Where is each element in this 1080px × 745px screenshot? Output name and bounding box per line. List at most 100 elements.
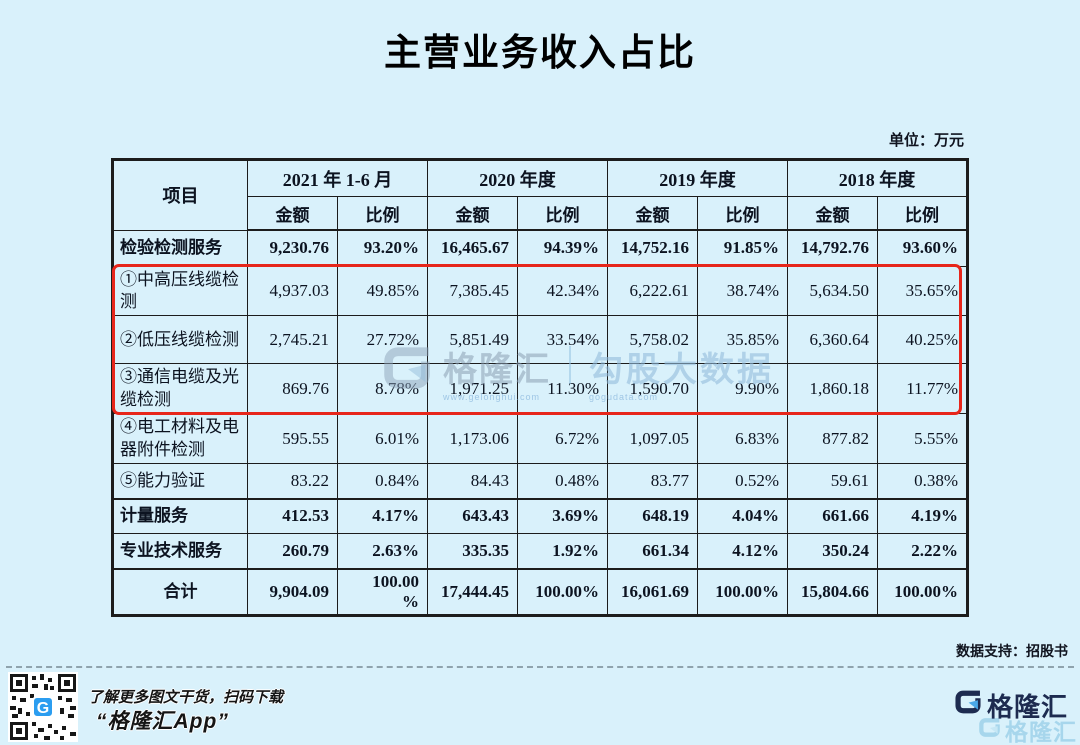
app-name-text: “格隆汇App” xyxy=(96,710,229,733)
ratio-2021h1: 93.20% xyxy=(337,229,428,267)
amount-2020: 335.35 xyxy=(427,533,518,570)
header-2018: 2018 年度 xyxy=(787,159,968,197)
subheader-amount-2019: 金额 xyxy=(607,196,698,231)
amount-2021h1: 4,937.03 xyxy=(247,265,338,317)
row-label: 检验检测服务 xyxy=(112,229,248,267)
table-header-row-subs: 金额 比例 金额 比例 金额 比例 金额 比例 xyxy=(113,196,968,231)
ratio-2020: 33.54% xyxy=(517,315,608,365)
row-label: ①中高压线缆检测 xyxy=(112,265,248,317)
amount-2021h1: 9,230.76 xyxy=(247,229,338,267)
amount-2019: 83.77 xyxy=(607,463,698,500)
amount-2018: 14,792.76 xyxy=(787,229,878,267)
subheader-amount-2018: 金额 xyxy=(787,196,878,231)
amount-2020: 16,465.67 xyxy=(427,229,518,267)
brand-logo-echo: 格隆汇 xyxy=(978,713,1077,745)
amount-2020: 7,385.45 xyxy=(427,265,518,317)
amount-2018: 15,804.66 xyxy=(787,567,878,617)
subheader-ratio-2018: 比例 xyxy=(877,196,968,231)
ratio-2021h1: 49.85% xyxy=(337,265,428,317)
header-2019: 2019 年度 xyxy=(607,159,788,197)
ratio-2018: 93.60% xyxy=(877,229,968,267)
row-inspection-testing-services: 检验检测服务 9,230.76 93.20% 16,465.67 94.39% … xyxy=(112,229,968,267)
ratio-2018: 0.38% xyxy=(877,463,968,500)
row-label: ④电工材料及电器附件检测 xyxy=(112,413,248,465)
amount-2019: 648.19 xyxy=(607,497,698,535)
amount-2019: 6,222.61 xyxy=(607,265,698,317)
subheader-ratio-2021h1: 比例 xyxy=(337,196,428,231)
ratio-2020: 3.69% xyxy=(517,497,608,535)
ratio-2021h1: 6.01% xyxy=(337,413,428,465)
revenue-share-table: 项目 2021 年 1-6 月 2020 年度 2019 年度 2018 年度 … xyxy=(111,158,969,618)
ratio-2020: 100.00% xyxy=(517,567,608,617)
row-label: ③通信电缆及光缆检测 xyxy=(112,363,248,415)
promo-text: 了解更多图文干货，扫码下载 xyxy=(88,689,284,706)
row-capability-verification: ⑤能力验证 83.22 0.84% 84.43 0.48% 83.77 0.52… xyxy=(112,463,968,500)
amount-2021h1: 260.79 xyxy=(247,533,338,570)
amount-2021h1: 2,745.21 xyxy=(247,315,338,365)
amount-2018: 5,634.50 xyxy=(787,265,878,317)
subheader-ratio-2020: 比例 xyxy=(517,196,608,231)
row-medium-high-voltage-cable-testing: ①中高压线缆检测 4,937.03 49.85% 7,385.45 42.34%… xyxy=(112,265,968,317)
row-electrical-materials-accessories-testing: ④电工材料及电器附件检测 595.55 6.01% 1,173.06 6.72%… xyxy=(112,413,968,465)
qr-code: G xyxy=(8,672,78,742)
brand-logo: 格隆汇 xyxy=(954,687,1068,724)
ratio-2021h1: 2.63% xyxy=(337,533,428,570)
amount-2018: 350.24 xyxy=(787,533,878,570)
ratio-2021h1: 0.84% xyxy=(337,463,428,500)
subheader-amount-2020: 金额 xyxy=(427,196,518,231)
amount-2021h1: 83.22 xyxy=(247,463,338,500)
ratio-2019: 100.00% xyxy=(697,567,788,617)
amount-2019: 5,758.02 xyxy=(607,315,698,365)
brand-name: 格隆汇 xyxy=(986,692,1068,722)
row-communication-optical-cable-testing: ③通信电缆及光缆检测 869.76 8.78% 1,971.25 11.30% … xyxy=(112,363,968,415)
amount-2019: 1,097.05 xyxy=(607,413,698,465)
amount-2021h1: 595.55 xyxy=(247,413,338,465)
subheader-ratio-2019: 比例 xyxy=(697,196,788,231)
amount-2021h1: 9,904.09 xyxy=(247,567,338,617)
amount-2020: 1,971.25 xyxy=(427,363,518,415)
page-title: 主营业务收入占比 xyxy=(384,32,696,73)
ratio-2021h1: 4.17% xyxy=(337,497,428,535)
footer-divider xyxy=(6,666,1074,668)
amount-2021h1: 412.53 xyxy=(247,497,338,535)
row-metrology-services: 计量服务 412.53 4.17% 643.43 3.69% 648.19 4.… xyxy=(112,497,968,535)
row-label: 合计 xyxy=(112,567,248,617)
brand-name-echo: 格隆汇 xyxy=(1005,719,1077,745)
ratio-2019: 0.52% xyxy=(697,463,788,500)
ratio-2018: 11.77% xyxy=(877,363,968,415)
row-label: 专业技术服务 xyxy=(112,533,248,570)
ratio-2019: 6.83% xyxy=(697,413,788,465)
row-total: 合计 9,904.09 100.00 % 17,444.45 100.00% 1… xyxy=(112,567,968,617)
ratio-2018: 2.22% xyxy=(877,533,968,570)
amount-2020: 84.43 xyxy=(427,463,518,500)
ratio-2020: 1.92% xyxy=(517,533,608,570)
ratio-2019: 4.04% xyxy=(697,497,788,535)
header-2021h1: 2021 年 1-6 月 xyxy=(247,159,428,197)
ratio-2020: 94.39% xyxy=(517,229,608,267)
unit-label: 单位：万元 xyxy=(888,133,964,149)
amount-2018: 661.66 xyxy=(787,497,878,535)
amount-2020: 643.43 xyxy=(427,497,518,535)
amount-2020: 5,851.49 xyxy=(427,315,518,365)
amount-2019: 14,752.16 xyxy=(607,229,698,267)
gelonghui-g-icon xyxy=(954,688,982,723)
row-label: ⑤能力验证 xyxy=(112,463,248,500)
amount-2018: 877.82 xyxy=(787,413,878,465)
ratio-2018: 40.25% xyxy=(877,315,968,365)
ratio-2021h1: 27.72% xyxy=(337,315,428,365)
amount-2018: 59.61 xyxy=(787,463,878,500)
amount-2021h1: 869.76 xyxy=(247,363,338,415)
row-label: 计量服务 xyxy=(112,497,248,535)
amount-2018: 1,860.18 xyxy=(787,363,878,415)
ratio-2018: 35.65% xyxy=(877,265,968,317)
amount-2019: 16,061.69 xyxy=(607,567,698,617)
header-item: 项目 xyxy=(112,159,248,231)
ratio-2020: 11.30% xyxy=(517,363,608,415)
ratio-2018: 100.00% xyxy=(877,567,968,617)
amount-2018: 6,360.64 xyxy=(787,315,878,365)
table-header-row-years: 项目 2021 年 1-6 月 2020 年度 2019 年度 2018 年度 xyxy=(112,159,968,231)
header-2020: 2020 年度 xyxy=(427,159,608,197)
ratio-2021h1: 100.00 % xyxy=(337,567,428,617)
ratio-2020: 0.48% xyxy=(517,463,608,500)
